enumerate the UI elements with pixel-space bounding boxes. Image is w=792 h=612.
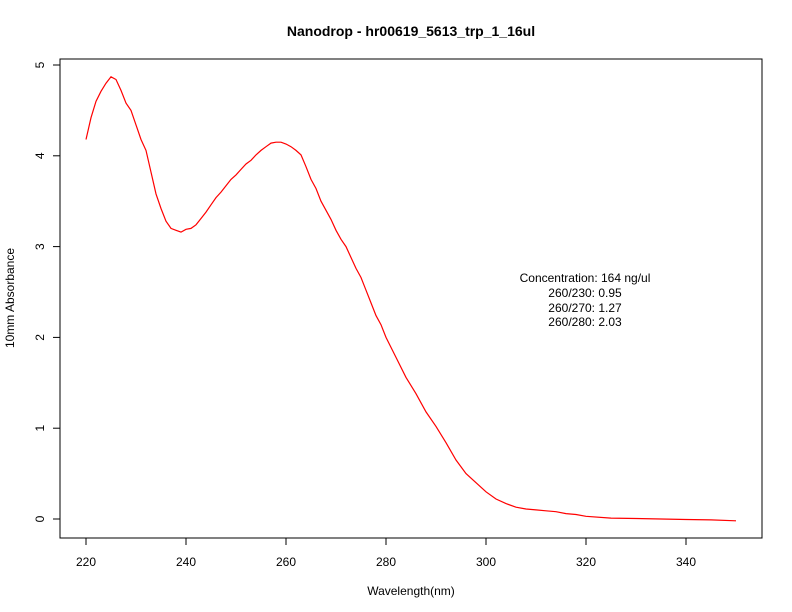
y-tick-label: 4 bbox=[33, 152, 47, 159]
x-tick-label: 340 bbox=[676, 555, 696, 569]
annotation-ratio-260-270: 260/270: 1.27 bbox=[548, 301, 622, 315]
annotation-concentration: Concentration: 164 ng/ul bbox=[520, 271, 651, 285]
x-tick-label: 240 bbox=[176, 555, 196, 569]
y-axis: 0 1 2 3 4 5 bbox=[33, 61, 61, 522]
y-tick-label: 1 bbox=[33, 425, 47, 432]
x-tick-label: 320 bbox=[576, 555, 596, 569]
series-group bbox=[85, 76, 737, 522]
annotation-ratio-260-280: 260/280: 2.03 bbox=[548, 315, 622, 329]
y-axis-label: 10mm Absorbance bbox=[3, 248, 17, 348]
x-tick-label: 220 bbox=[76, 555, 96, 569]
chart-title: Nanodrop - hr00619_5613_trp_1_16ul bbox=[287, 23, 535, 39]
annotation-ratio-260-230: 260/230: 0.95 bbox=[548, 286, 622, 300]
annotations: Concentration: 164 ng/ul 260/230: 0.95 2… bbox=[520, 271, 651, 329]
x-axis: 220 240 260 280 300 320 340 bbox=[76, 537, 696, 569]
y-tick-label: 3 bbox=[33, 243, 47, 250]
x-tick-label: 260 bbox=[276, 555, 296, 569]
y-tick-label: 2 bbox=[33, 334, 47, 341]
plot-frame bbox=[59, 58, 763, 539]
y-tick-label: 0 bbox=[33, 515, 47, 522]
x-tick-label: 280 bbox=[376, 555, 396, 569]
y-tick-label: 5 bbox=[33, 61, 47, 68]
x-tick-label: 300 bbox=[476, 555, 496, 569]
x-axis-label: Wavelength(nm) bbox=[367, 584, 455, 598]
series-line bbox=[85, 76, 737, 522]
